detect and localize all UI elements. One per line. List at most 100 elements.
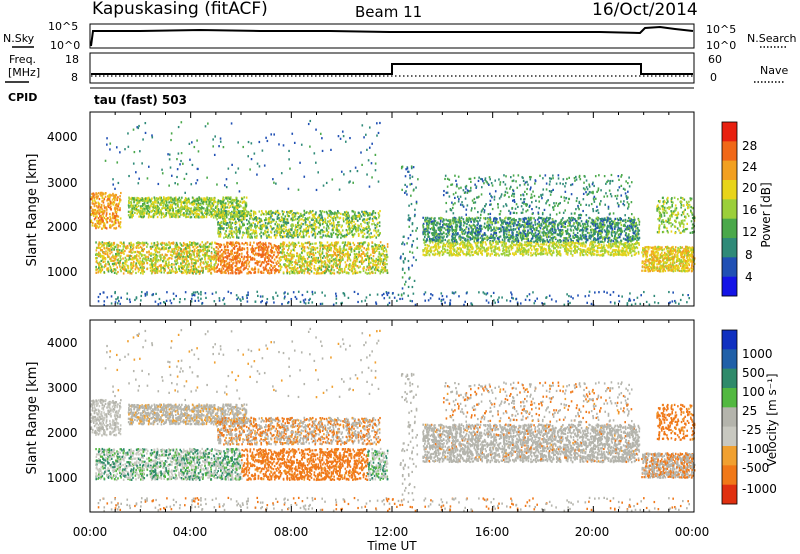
power-cell <box>94 223 97 226</box>
power-cell <box>273 271 276 275</box>
power-cell <box>349 170 352 173</box>
power-cell <box>300 212 302 216</box>
power-cell <box>365 258 367 261</box>
power-cell <box>297 258 300 261</box>
power-cell <box>306 264 308 267</box>
power-cell <box>322 231 324 234</box>
power-cell <box>303 263 305 266</box>
power-cell <box>285 264 288 267</box>
power-cell <box>113 223 116 226</box>
power-cell <box>337 263 339 266</box>
power-cell <box>358 248 360 251</box>
power-cell <box>360 241 363 245</box>
power-cell <box>323 246 326 249</box>
power-cell <box>122 261 124 265</box>
power-cell <box>335 232 337 236</box>
power-cell <box>208 269 211 273</box>
power-cell <box>114 210 117 214</box>
power-cell <box>339 247 342 251</box>
power-cell <box>315 256 317 260</box>
power-cell <box>312 227 314 230</box>
power-cell <box>182 256 184 260</box>
power-cell <box>276 268 279 272</box>
power-cell <box>169 271 172 274</box>
power-cell <box>243 243 245 246</box>
power-cell <box>237 267 240 270</box>
power-cell <box>165 242 168 245</box>
power-cell <box>302 255 305 259</box>
power-cell <box>195 182 197 185</box>
power-cell <box>210 246 213 249</box>
power-cell <box>226 262 229 265</box>
power-cell <box>362 227 365 230</box>
power-cell <box>160 256 162 259</box>
power-cell <box>270 244 273 247</box>
power-cell <box>367 268 370 271</box>
power-cell <box>201 271 204 274</box>
power-cell <box>113 262 116 265</box>
power-cell <box>239 269 241 273</box>
power-cell <box>311 242 314 245</box>
power-cell <box>193 259 196 262</box>
power-cell <box>100 242 102 246</box>
power-cell <box>278 227 281 231</box>
power-cell <box>151 267 154 270</box>
power-cell <box>266 247 269 250</box>
power-cell <box>204 211 206 215</box>
power-cell <box>274 236 277 239</box>
power-cell <box>256 242 258 245</box>
power-cell <box>333 251 336 255</box>
power-cell <box>158 251 161 254</box>
power-cell <box>142 268 144 271</box>
power-cell <box>313 258 316 262</box>
power-cell <box>355 255 358 259</box>
power-cell <box>244 206 246 209</box>
power-cell <box>319 247 322 250</box>
power-cell <box>135 199 138 202</box>
power-cell <box>237 215 240 218</box>
power-cell <box>101 219 104 222</box>
power-cell <box>224 250 226 253</box>
power-cell <box>368 260 370 264</box>
power-cell <box>113 268 116 271</box>
power-cell <box>328 265 330 269</box>
power-cell <box>371 241 373 244</box>
power-cell <box>125 258 128 261</box>
power-cell <box>222 196 225 199</box>
power-cell <box>287 236 290 239</box>
power-cell <box>129 254 131 257</box>
power-cell <box>269 259 272 263</box>
power-cell <box>264 252 266 255</box>
power-cell <box>179 265 181 269</box>
power-cell <box>154 198 156 201</box>
power-cell <box>231 221 234 225</box>
power-cell <box>348 257 351 261</box>
power-cell <box>374 224 376 227</box>
power-cell <box>135 271 137 275</box>
power-cell <box>202 269 204 273</box>
power-cell <box>368 146 371 149</box>
power-cell <box>335 264 337 267</box>
power-cell <box>101 200 103 203</box>
power-cell <box>379 209 381 213</box>
power-cell <box>326 212 329 215</box>
power-cell <box>225 243 228 246</box>
power-cell <box>293 255 295 258</box>
power-cell <box>208 268 211 271</box>
power-cell <box>141 198 144 201</box>
power-cell <box>241 263 244 266</box>
power-cell <box>141 266 144 269</box>
power-cell <box>180 159 182 163</box>
power-cell <box>196 197 199 200</box>
power-cell <box>372 245 374 248</box>
power-cell <box>370 232 372 235</box>
power-cell <box>101 257 104 260</box>
power-cell <box>231 266 234 269</box>
power-cell <box>223 245 226 249</box>
power-cell <box>171 203 174 206</box>
power-cell <box>104 260 106 263</box>
power-cell <box>94 225 97 228</box>
power-cell <box>239 271 241 274</box>
power-cell <box>327 216 329 219</box>
power-cell <box>170 242 173 245</box>
